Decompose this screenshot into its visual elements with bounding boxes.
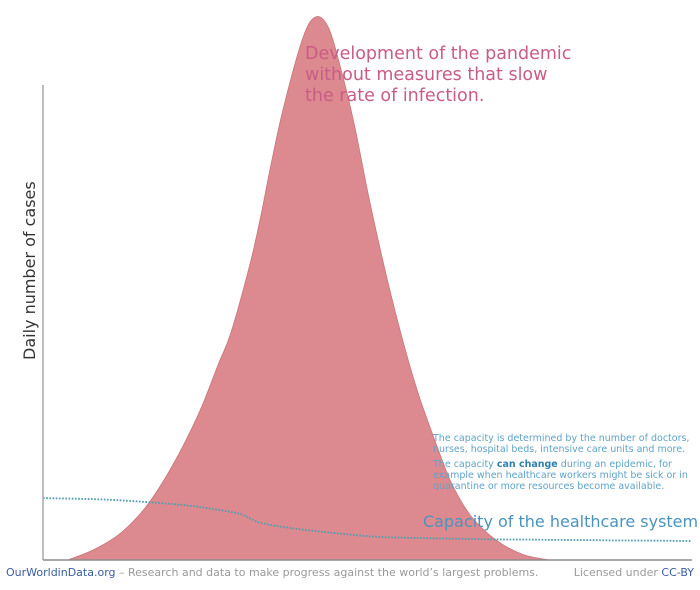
capacity-note-2-pre: The capacity: [433, 459, 497, 470]
footer-source: OurWorldinData.org – Research and data t…: [6, 566, 538, 579]
capacity-note: The capacity is determined by the number…: [433, 433, 695, 496]
pandemic-annotation-line: Development of the pandemic: [305, 44, 572, 64]
brand-link[interactable]: OurWorldinData.org: [6, 566, 116, 579]
series-layer: [42, 16, 693, 561]
y-axis-label: Daily number of cases: [20, 181, 39, 360]
capacity-note-2-post: during an epidemic, for example when hea…: [433, 459, 688, 492]
license-prefix: Licensed under: [573, 566, 662, 579]
pandemic-curve-area: [67, 16, 550, 561]
pandemic-annotation-line: the rate of infection.: [305, 86, 485, 106]
pandemic-annotation: Development of the pandemic without meas…: [305, 44, 625, 107]
footer-tagline: – Research and data to make progress aga…: [115, 566, 539, 579]
capacity-note-2: The capacity can change during an epidem…: [433, 459, 695, 492]
capacity-line: [42, 497, 693, 542]
capacity-line-label: Capacity of the healthcare system: [423, 512, 699, 531]
capacity-line-shade: [42, 497, 693, 542]
capacity-note-1: The capacity is determined by the number…: [433, 433, 690, 455]
footer-license: Licensed under CC-BY: [574, 566, 694, 579]
capacity-note-2-bold: can change: [496, 459, 558, 470]
pandemic-annotation-line: without measures that slow: [305, 65, 548, 85]
license-link[interactable]: CC-BY: [661, 566, 694, 579]
